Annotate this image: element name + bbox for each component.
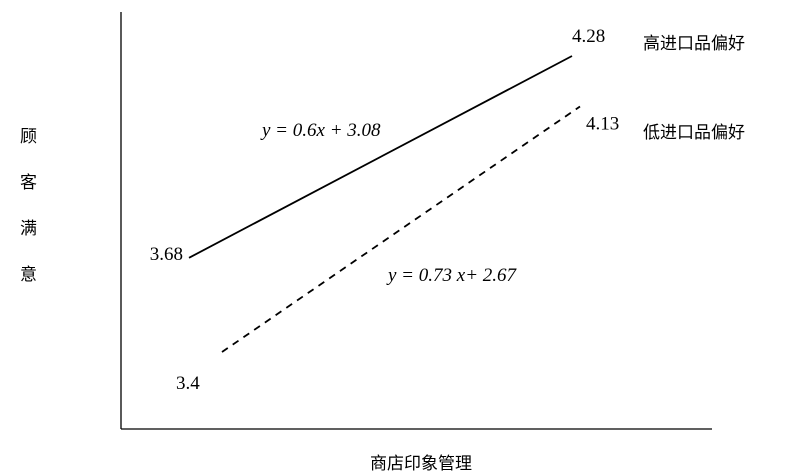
equation-low-import-preference: y = 0.73 x+ 2.67 [386,265,518,286]
y-axis-label-char: 满 [20,219,37,239]
data-label-low-start: 3.4 [176,373,200,394]
series-name-high-import-preference: 高进口品偏好 [643,34,745,54]
y-axis-label-char: 顾 [20,127,37,147]
equation-high-import-preference: y = 0.6x + 3.08 [260,120,381,141]
series-name-low-import-preference: 低进口品偏好 [643,123,745,143]
y-axis-label-char: 客 [20,173,37,193]
x-axis-label: 商店印象管理 [370,454,472,474]
data-label-high-end: 4.28 [572,26,605,47]
y-axis-label-char: 意 [20,265,37,285]
data-label-low-end: 4.13 [586,113,619,134]
data-label-high-start: 3.68 [150,244,183,265]
y-axis-label: 顾客满意 [20,127,37,285]
series-line-high-import-preference [188,55,573,259]
series-line-low-import-preference [221,105,581,353]
